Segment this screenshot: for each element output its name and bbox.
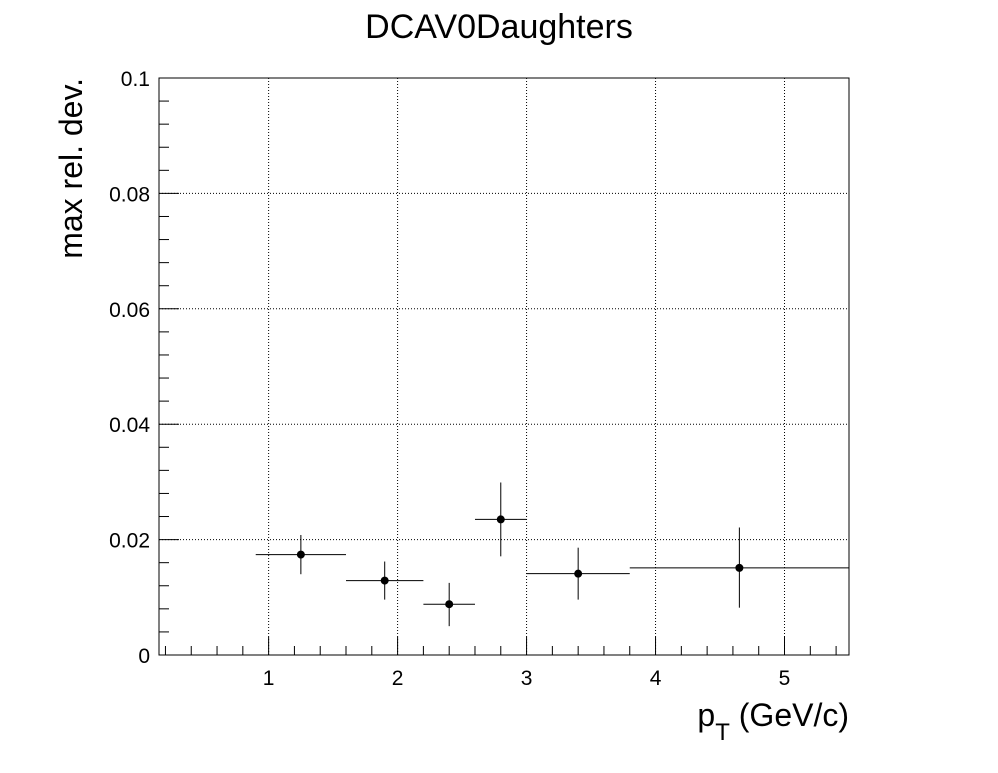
x-tick-label: 1 xyxy=(263,667,275,690)
plot-frame xyxy=(158,77,850,656)
data-point-group xyxy=(423,582,475,627)
data-point-group xyxy=(526,547,630,600)
data-point xyxy=(380,576,389,585)
data-point xyxy=(496,515,505,524)
grid-lines xyxy=(159,78,849,655)
y-tick-label: 0 xyxy=(138,645,150,668)
chart-title: DCAV0Daughters xyxy=(365,8,633,46)
data-point-group xyxy=(629,527,849,608)
x-tick-label: 2 xyxy=(392,667,404,690)
y-tick-label: 0.08 xyxy=(109,183,150,206)
data-point xyxy=(296,550,305,559)
y-tick-label: 0.1 xyxy=(121,68,150,91)
y-tick-label: 0.04 xyxy=(109,414,150,437)
axis-ticks xyxy=(159,77,837,656)
data-point-group xyxy=(474,482,527,557)
data-point-group xyxy=(255,534,347,575)
x-tick-label: 3 xyxy=(521,667,533,690)
x-axis-label-subscript: T xyxy=(715,719,730,746)
data-point xyxy=(445,600,454,609)
x-axis-label-rest: (GeV/c) xyxy=(730,697,849,733)
tick-labels: 1 2 3 4 5 0 0.02 0.04 0.06 0.08 0.1 xyxy=(109,68,790,690)
x-axis-label-main: p xyxy=(697,697,715,733)
data-point xyxy=(735,563,744,572)
data-point-group xyxy=(346,561,424,600)
y-tick-label: 0.02 xyxy=(109,530,150,553)
data-points xyxy=(255,482,849,627)
y-tick-label: 0.06 xyxy=(109,299,150,322)
x-tick-label: 4 xyxy=(650,667,662,690)
x-axis-label: pT (GeV/c) xyxy=(697,697,849,746)
y-axis-label: max rel. dev. xyxy=(53,78,89,259)
data-point xyxy=(574,569,583,578)
x-tick-label: 5 xyxy=(779,667,791,690)
